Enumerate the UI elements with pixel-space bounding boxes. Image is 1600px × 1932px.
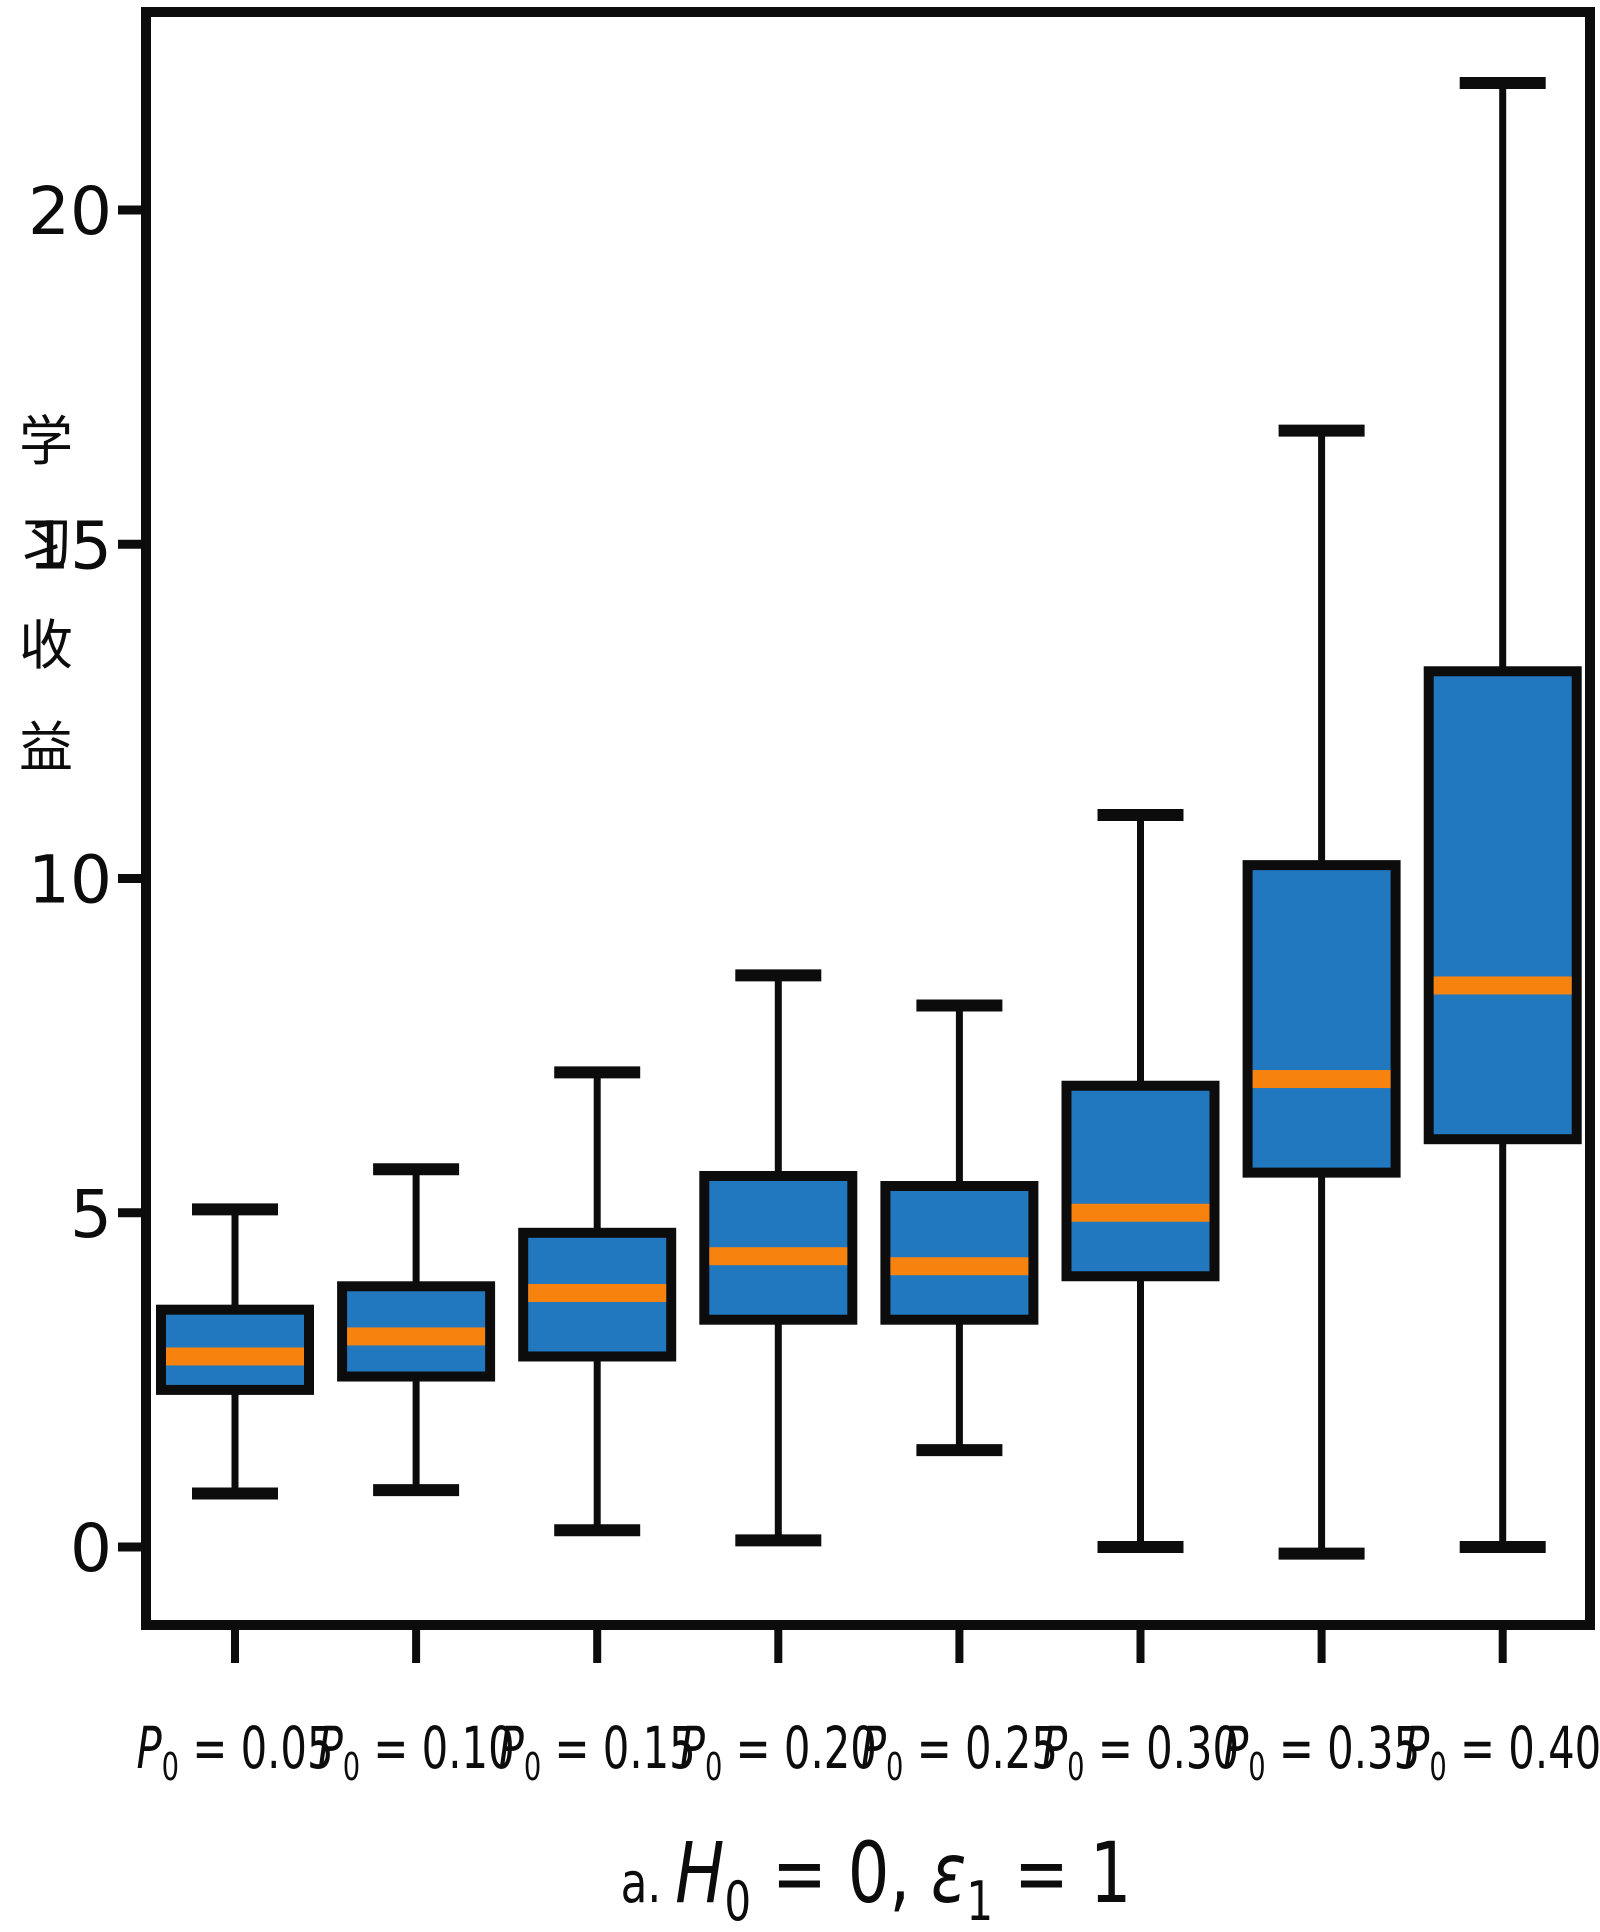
x-tick-label: P0 = 0.10 — [318, 1714, 515, 1789]
x-tick-label: P0 = 0.25 — [861, 1714, 1058, 1789]
iqr-box — [1061, 1080, 1220, 1282]
median-line — [1433, 976, 1572, 995]
x-tick-label: P0 = 0.05 — [136, 1714, 333, 1789]
plot-frame — [141, 7, 1595, 1630]
median-line — [528, 1283, 667, 1302]
box-group: P0 = 0.40 — [1404, 76, 1600, 1789]
y-tick-label: 20 — [28, 173, 112, 250]
y-axis: 20 15 10 5 0 — [28, 173, 146, 1587]
iqr-box — [1423, 666, 1582, 1145]
median-line — [347, 1327, 486, 1346]
y-axis-label-char: 收 — [19, 614, 73, 677]
y-axis-label-char: 学 — [19, 410, 73, 473]
median-line — [1071, 1203, 1210, 1222]
x-tick-label: P0 = 0.15 — [499, 1714, 696, 1789]
iqr-box — [880, 1181, 1039, 1325]
median-line — [166, 1347, 304, 1366]
y-tick-label: 10 — [28, 842, 112, 919]
caption: a. H0 = 0, ε1 = 1 — [621, 1824, 1132, 1932]
box-group: P0 = 0.15 — [499, 1066, 696, 1789]
iqr-box — [1242, 860, 1401, 1178]
box-group: P0 = 0.30 — [1042, 808, 1239, 1789]
median-line — [890, 1257, 1029, 1276]
box-group: P0 = 0.10 — [318, 1163, 515, 1789]
box-group: P0 = 0.20 — [680, 969, 877, 1789]
median-line — [709, 1247, 848, 1266]
median-line — [1252, 1070, 1391, 1089]
y-axis-label-char: 益 — [19, 716, 73, 779]
x-tick-label: P0 = 0.40 — [1404, 1714, 1600, 1789]
x-tick-label: P0 = 0.35 — [1223, 1714, 1420, 1789]
x-tick-label: P0 = 0.30 — [1042, 1714, 1239, 1789]
y-tick-label: 0 — [70, 1510, 112, 1587]
y-tick-label: 5 — [70, 1176, 112, 1253]
y-axis-label-char: 习 — [19, 512, 73, 575]
x-tick-label: P0 = 0.20 — [680, 1714, 877, 1789]
box-group: P0 = 0.05 — [136, 1203, 334, 1789]
y-tick-label: 15 — [28, 507, 112, 584]
box-group: P0 = 0.35 — [1223, 424, 1420, 1789]
box-group: P0 = 0.25 — [861, 999, 1058, 1789]
